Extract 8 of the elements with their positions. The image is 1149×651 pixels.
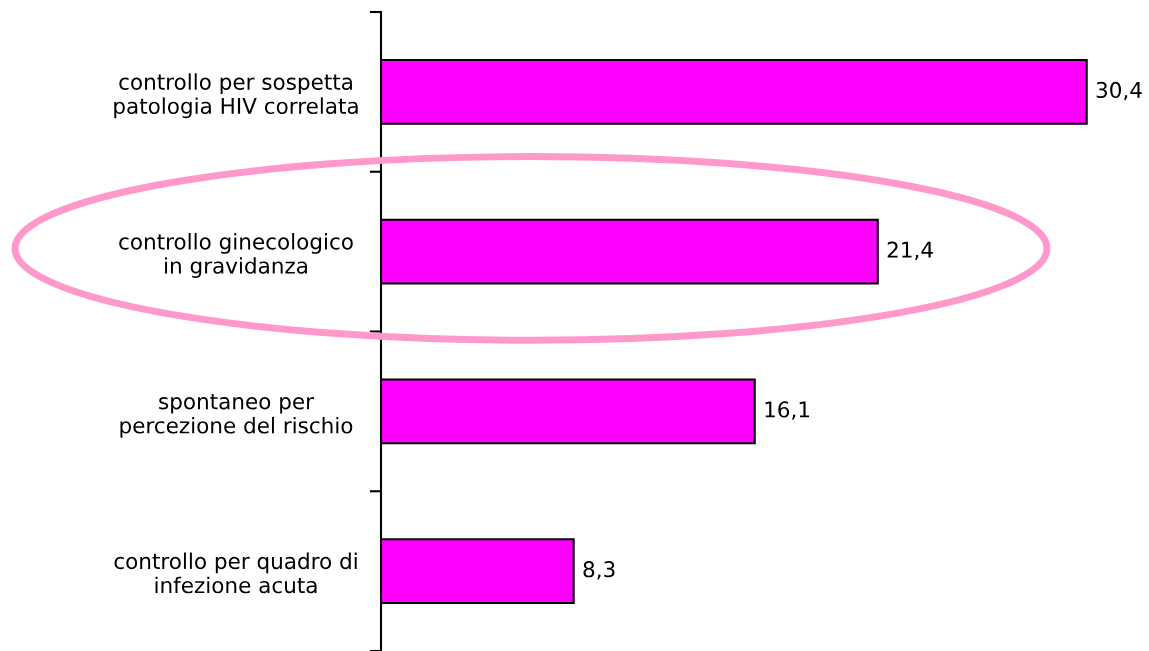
data-label: 8,3	[583, 561, 615, 580]
data-label: 16,1	[765, 401, 810, 420]
data-label: 21,4	[887, 241, 933, 261]
y-tick-label: spontaneo per percezione del rischio	[120, 394, 353, 438]
y-tick-label: controllo per quadro di infezione acuta	[114, 552, 357, 594]
data-label: 30,4	[1096, 81, 1142, 101]
y-tick-label: controllo ginecologico in gravidanza	[119, 233, 353, 278]
y-tick-label: controllo per sospetta patologia HIV correlata	[114, 73, 358, 119]
